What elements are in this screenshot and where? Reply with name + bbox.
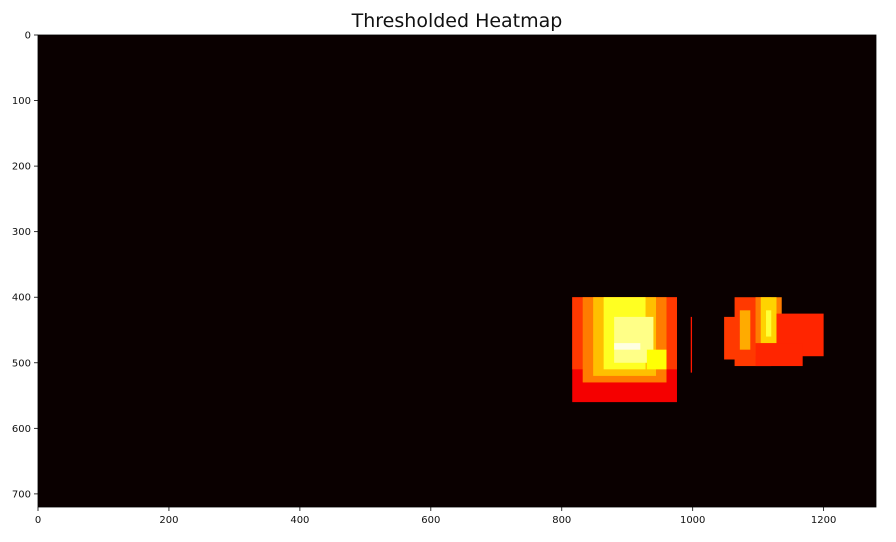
y-tick-label: 300 — [12, 227, 31, 238]
heatmap-background — [38, 35, 876, 507]
heat-cell — [755, 343, 803, 367]
x-tick-label: 600 — [421, 515, 440, 526]
x-tick-label: 800 — [552, 515, 571, 526]
x-tick-label: 1000 — [680, 515, 705, 526]
y-tick-label: 100 — [12, 96, 31, 107]
x-tick-label: 200 — [159, 515, 178, 526]
heat-cell — [614, 343, 641, 350]
y-tick-label: 700 — [12, 489, 31, 500]
y-tick-label: 600 — [12, 424, 31, 435]
heat-cell — [766, 310, 772, 337]
x-tick-label: 0 — [35, 515, 41, 526]
y-tick-label: 500 — [12, 358, 31, 369]
x-tick-label: 400 — [290, 515, 309, 526]
y-tick-label: 0 — [25, 31, 31, 42]
y-tick-label: 400 — [12, 293, 31, 304]
x-tick-label: 1200 — [811, 515, 836, 526]
heat-cell — [690, 316, 693, 373]
plot-frame — [37, 34, 877, 508]
y-tick-label: 200 — [12, 162, 31, 173]
chart-title: Thresholded Heatmap — [351, 10, 563, 32]
heat-cell — [646, 349, 667, 370]
heat-cell — [739, 310, 751, 350]
